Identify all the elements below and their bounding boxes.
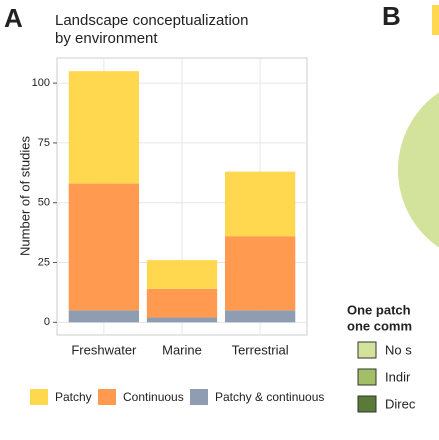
pie [398,92,439,248]
y-tick-label: 50 [38,197,50,209]
legend-title: one comm [347,318,412,333]
legend-key [432,5,439,35]
bar-segment [146,317,218,323]
legend-key [357,395,377,413]
legend-key [357,341,377,359]
y-tick-label: 100 [32,77,50,89]
bar-segment [68,183,140,311]
legend-key [98,389,116,405]
legend-label: Patchy & continuous [215,390,324,404]
y-tick-label: 0 [44,316,50,328]
bar-segment [68,310,140,323]
legend-label: Patchy [55,390,92,404]
legend-label: No s [385,342,412,357]
y-tick-label: 75 [38,137,50,149]
chart-title: by environment [55,30,158,47]
legend-label: Direc [385,396,416,411]
legend-label: Continuous [123,390,184,404]
legend-title: One patch [347,302,411,317]
x-tick-label: Terrestrial [232,342,289,357]
y-axis-label: Number of of studies [17,136,32,256]
bar-segment [224,236,296,311]
panel-label: A [4,3,23,33]
legend-label: Indir [385,369,411,384]
legend-key [190,389,208,405]
chart-title: Landscape conceptualization [55,12,248,29]
x-tick-label: Freshwater [71,342,137,357]
y-tick-label: 25 [38,256,50,268]
legend-key [30,389,48,405]
bar-segment [146,260,218,289]
bar-segment [224,171,296,237]
legend: No s Indir Direc [357,341,416,413]
legend-key [357,368,377,386]
bar-segment [224,310,296,323]
bars [68,71,296,323]
x-tick-label: Marine [162,342,202,357]
bar-segment [146,288,218,318]
panel-label: B [382,1,401,31]
bar-segment [68,71,140,184]
